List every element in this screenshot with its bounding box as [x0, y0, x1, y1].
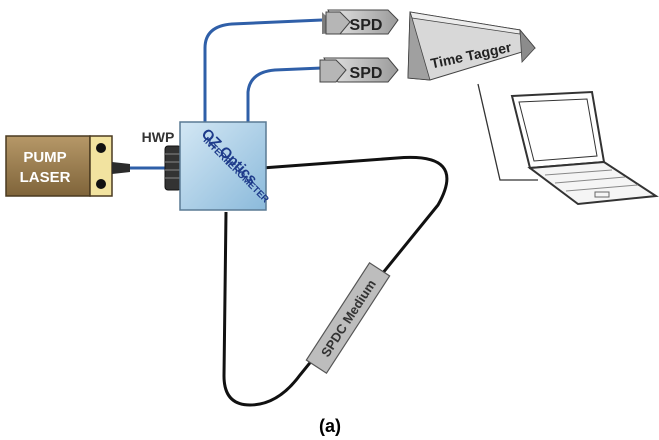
hwp-label: HWP — [142, 129, 175, 145]
spdc-label: SPDC Medium — [318, 277, 379, 360]
spdc-medium: SPDC Medium — [305, 261, 391, 375]
laptop-icon — [510, 90, 659, 206]
spd-detector-bottom: SPD — [319, 57, 399, 83]
time-tagger: Time Tagger — [407, 11, 536, 81]
hwp-plate: HWP — [142, 129, 182, 191]
laser-label-line1: PUMP — [23, 149, 66, 166]
fiber-loop — [222, 155, 449, 407]
laser-label-line2: LASER — [20, 169, 71, 186]
spd-bottom-label: SPD — [350, 65, 383, 82]
figure-caption: (a) — [319, 416, 341, 436]
laptop-cable — [477, 83, 538, 181]
spd-detector-top: SPD — [322, 9, 399, 35]
spd-top-label: SPD — [350, 17, 383, 34]
interferometer-box: OZ Optics INTERFEROMETER — [179, 121, 271, 211]
pump-laser: PUMP LASER — [5, 135, 130, 197]
